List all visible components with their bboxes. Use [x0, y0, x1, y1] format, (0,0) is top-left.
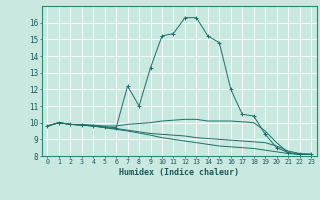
X-axis label: Humidex (Indice chaleur): Humidex (Indice chaleur)	[119, 168, 239, 177]
